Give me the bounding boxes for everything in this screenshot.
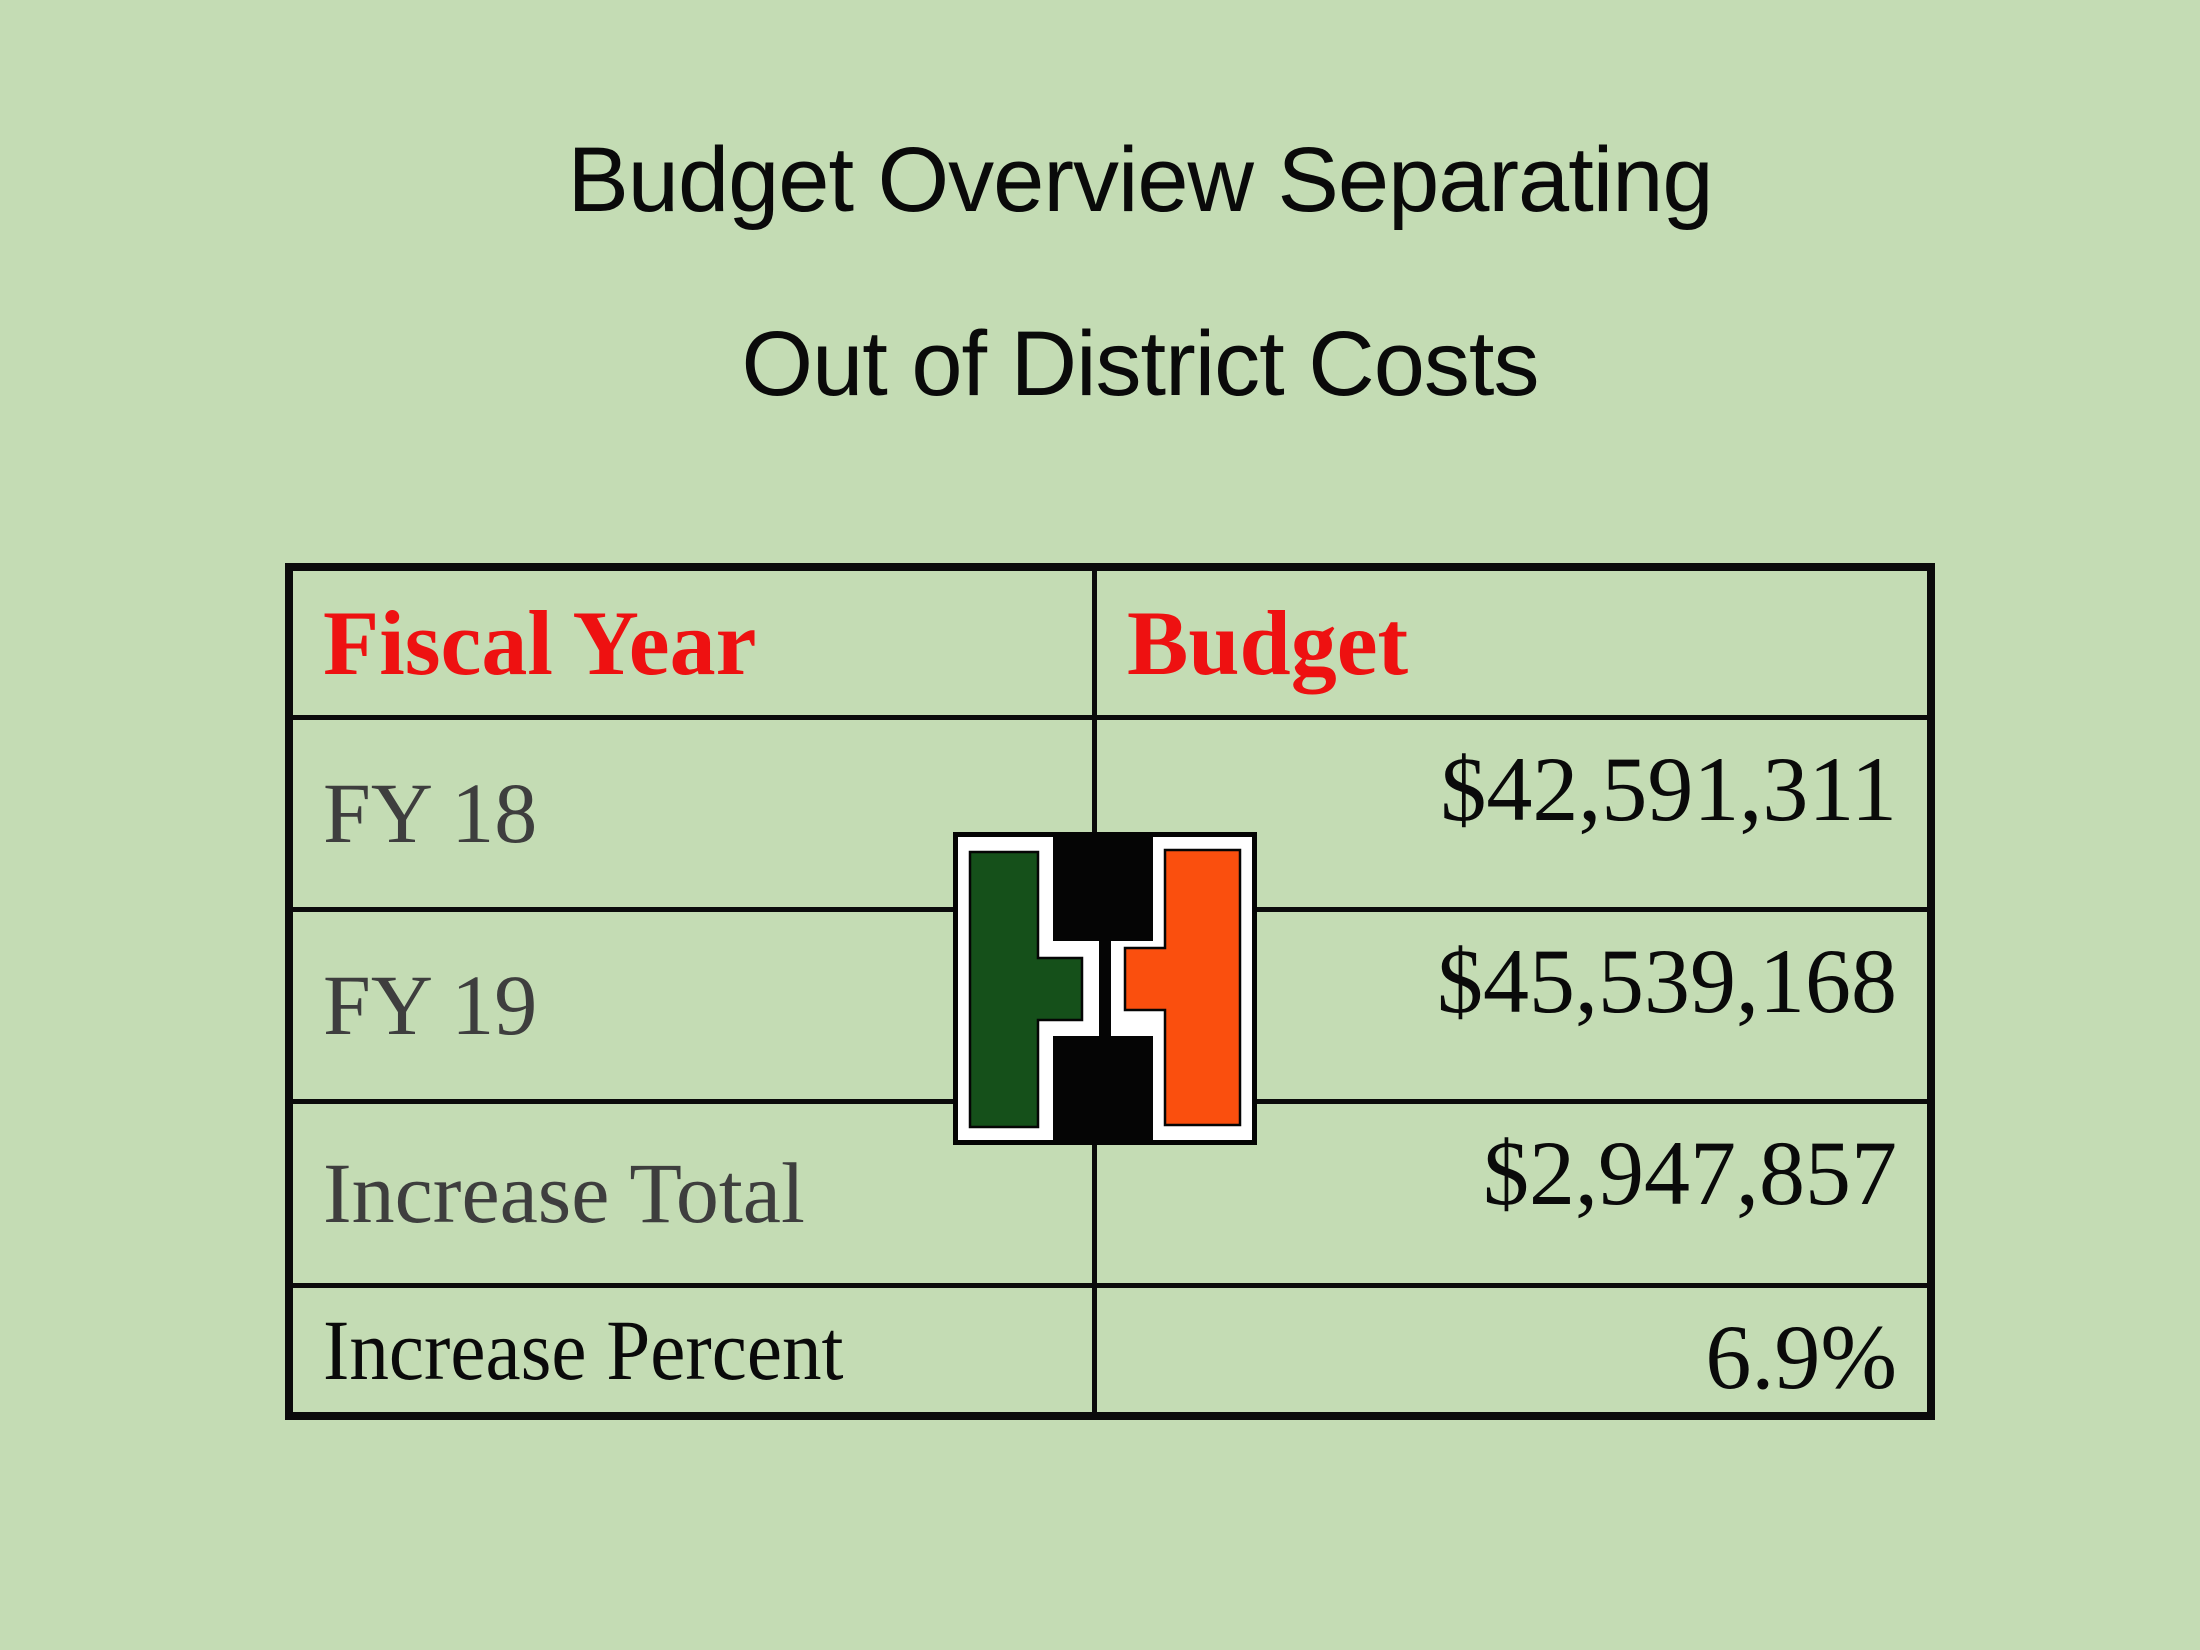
row-value-increase-percent: 6.9% [1092, 1282, 1934, 1419]
interlocking-h-monogram-logo-icon [953, 832, 1257, 1145]
row-value-fy18: $42,591,311 [1092, 714, 1934, 912]
h-logo-bottom-block [1053, 1036, 1153, 1143]
budget-table: Fiscal Year Budget FY 18 $42,591,311 FY … [285, 563, 1935, 1420]
table-header-row: Fiscal Year Budget [286, 564, 1934, 720]
row-label-text: Increase Percent [323, 1301, 844, 1398]
fiscal-year-column-header: Fiscal Year [286, 564, 1097, 720]
slide-title-line2: Out of District Costs [741, 313, 1540, 415]
h-logo-svg [953, 832, 1257, 1145]
table-row: Increase Total $2,947,857 [286, 1098, 1934, 1288]
row-label-increase-percent: Increase Percent [286, 1282, 1097, 1419]
h-logo-center-stem [1099, 941, 1111, 1036]
table-row: Increase Percent 6.9% [286, 1282, 1934, 1419]
budget-column-header: Budget [1092, 564, 1934, 720]
h-logo-green-piece [968, 850, 1084, 1129]
row-label-increase-total: Increase Total [286, 1098, 1097, 1288]
h-logo-top-block [1053, 834, 1153, 941]
slide-title-line1: Budget Overview Separating [567, 129, 1713, 231]
h-logo-orange-piece [1123, 848, 1242, 1127]
